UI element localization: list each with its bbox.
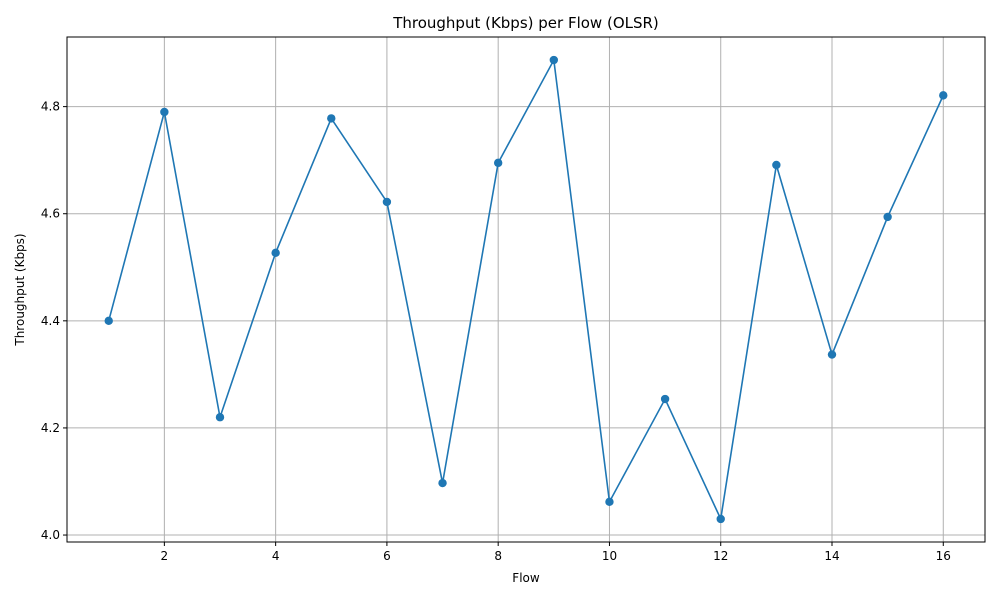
data-point	[939, 91, 948, 100]
plot-frame	[66, 36, 986, 543]
data-point	[382, 197, 392, 207]
y-tick-label: 4.0	[41, 528, 60, 542]
x-tick-label: 6	[383, 549, 391, 563]
data-point	[271, 248, 280, 258]
data-point	[327, 114, 336, 123]
data-point	[827, 350, 837, 359]
x-tick-label: 10	[602, 549, 617, 563]
data-point	[215, 413, 225, 422]
data-point	[493, 158, 503, 168]
x-tick-label: 14	[824, 549, 839, 563]
y-axis-title: Throughput (Kbps)	[13, 233, 27, 346]
axis-ticks: 2 4 6 8 10 12 14 16 4.0 4.2 4.4 4.6 4.8	[41, 100, 951, 563]
x-tick-label: 2	[161, 549, 169, 563]
grid	[67, 37, 985, 542]
series-layer	[104, 55, 948, 524]
data-point	[772, 160, 781, 170]
data-point	[438, 478, 447, 488]
data-point	[716, 514, 725, 524]
data-point	[549, 55, 559, 65]
data-point	[160, 107, 169, 117]
x-tick-label: 16	[936, 549, 951, 563]
x-tick-label: 8	[494, 549, 502, 563]
y-tick-label: 4.4	[41, 314, 60, 328]
data-point	[883, 212, 892, 222]
data-point	[104, 316, 113, 326]
x-tick-label: 4	[272, 549, 280, 563]
x-tick-label: 12	[713, 549, 728, 563]
series-line	[107, 57, 944, 522]
data-point	[605, 497, 614, 507]
chart-title: Throughput (Kbps) per Flow (OLSR)	[392, 14, 659, 32]
y-tick-label: 4.2	[41, 421, 60, 435]
data-point	[660, 394, 670, 404]
y-tick-label: 4.6	[41, 207, 60, 221]
y-tick-label: 4.8	[41, 100, 60, 114]
x-axis-title: Flow	[512, 571, 540, 585]
